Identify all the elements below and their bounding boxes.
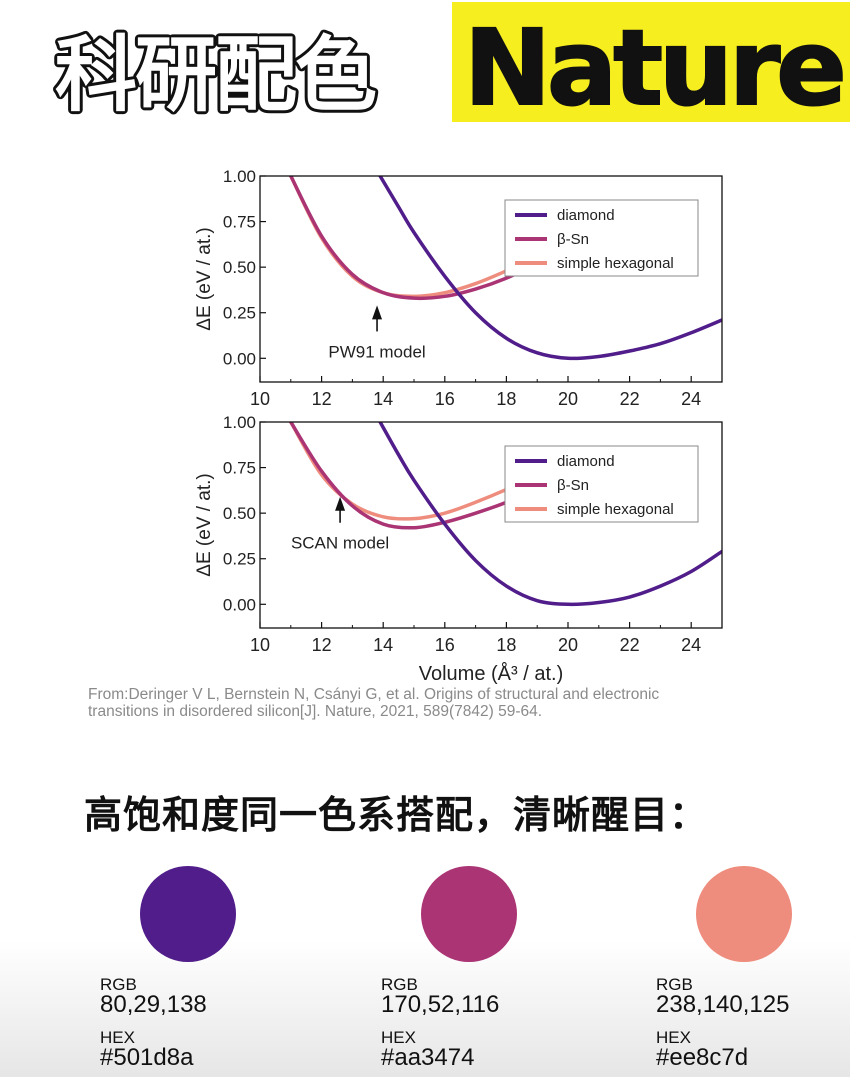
hex-label: HEX: [656, 1028, 691, 1047]
banner-right-title: Nature: [464, 7, 843, 129]
y-tick-label: 0.00: [223, 349, 256, 368]
x-tick-label: 16: [435, 635, 455, 655]
annotation-label: PW91 model: [328, 342, 425, 361]
legend-label: β-Sn: [557, 477, 589, 494]
y-tick-label: 0.25: [223, 550, 256, 569]
swatch-card-magenta: RGB 170,52,116 HEX #aa3474: [381, 866, 561, 1070]
legend-label: β-Sn: [557, 231, 589, 248]
hex-value: #ee8c7d: [656, 1044, 749, 1071]
citation-line-1: From:Deringer V L, Bernstein N, Csányi G…: [88, 686, 660, 703]
color-swatch-purple: [140, 866, 236, 962]
x-tick-label: 20: [558, 389, 578, 409]
color-swatch-salmon: [696, 866, 792, 962]
rgb-label: RGB: [381, 975, 418, 994]
x-tick-label: 16: [435, 389, 455, 409]
rgb-value: 170,52,116: [381, 991, 500, 1018]
series-line-sn: [289, 176, 539, 301]
series-line-simplehexagonal: [289, 176, 539, 299]
x-tick-label: 10: [250, 635, 270, 655]
series-line-diamond: [378, 176, 722, 361]
x-tick-label: 12: [312, 635, 332, 655]
series-line-sn: [289, 422, 539, 530]
x-tick-label: 10: [250, 389, 270, 409]
plot-frame: [259, 421, 723, 629]
energy-volume-chart: 10 12 14 16 18 20 22 24 0.00 0.25 0.50 0.75 1.00 ΔE (…: [194, 167, 723, 685]
x-tick-label: 24: [681, 389, 701, 409]
annotation-label: SCAN model: [291, 534, 389, 553]
rgb-label: RGB: [100, 975, 137, 994]
y-tick-label: 0.75: [223, 213, 256, 232]
swatch-card-salmon: RGB 238,140,125 HEX #ee8c7d: [656, 866, 836, 1070]
y-axis-label: ΔE (eV / at.): [194, 473, 215, 577]
y-axis-label: ΔE (eV / at.): [194, 227, 215, 331]
y-tick-label: 1.00: [223, 413, 256, 432]
y-tick-label: 1.00: [223, 167, 256, 186]
citation-line-2: transitions in disordered silicon[J]. Na…: [88, 703, 543, 720]
x-axis-label: Volume (Å³ / at.): [419, 662, 564, 685]
y-tick-label: 0.00: [223, 595, 256, 614]
y-tick-label: 0.50: [223, 258, 256, 277]
x-tick-label: 12: [312, 389, 332, 409]
rgb-label: RGB: [656, 975, 693, 994]
section-heading: 高饱和度同一色系搭配，清晰醒目：: [84, 793, 709, 837]
rgb-value: 80,29,138: [100, 991, 207, 1018]
x-tick-label: 18: [496, 389, 516, 409]
citation: From:Deringer V L, Bernstein N, Csányi G…: [88, 686, 848, 720]
y-tick-label: 0.50: [223, 504, 256, 523]
series-line-diamond: [378, 422, 722, 607]
y-tick-label: 0.25: [223, 304, 256, 323]
banner-highlight: [452, 2, 850, 122]
hex-label: HEX: [381, 1028, 416, 1047]
title-banner: 科研配色 Nature: [52, 2, 850, 130]
hex-value: #501d8a: [100, 1044, 194, 1071]
x-tick-label: 22: [620, 635, 640, 655]
x-tick-label: 24: [681, 635, 701, 655]
bottom-shadow: [0, 940, 850, 1077]
x-tick-label: 18: [496, 635, 516, 655]
annotation-arrow-head: [335, 496, 346, 511]
legend-label: simple hexagonal: [557, 255, 674, 272]
legend-label: diamond: [557, 207, 615, 224]
legend-label: diamond: [557, 453, 615, 470]
swatch-card-purple: RGB 80,29,138 HEX #501d8a: [100, 866, 280, 1070]
x-tick-label: 20: [558, 635, 578, 655]
x-tick-label: 14: [373, 389, 393, 409]
hex-value: #aa3474: [381, 1044, 475, 1071]
banner-left-title: 科研配色: [55, 28, 376, 123]
plot-frame: [259, 175, 723, 383]
annotation-arrow-head: [372, 305, 383, 320]
y-tick-label: 0.75: [223, 459, 256, 478]
color-swatch-magenta: [421, 866, 517, 962]
rgb-value: 238,140,125: [656, 991, 790, 1018]
x-tick-label: 14: [373, 635, 393, 655]
x-tick-label: 22: [620, 389, 640, 409]
hex-label: HEX: [100, 1028, 135, 1047]
legend-label: simple hexagonal: [557, 501, 674, 518]
